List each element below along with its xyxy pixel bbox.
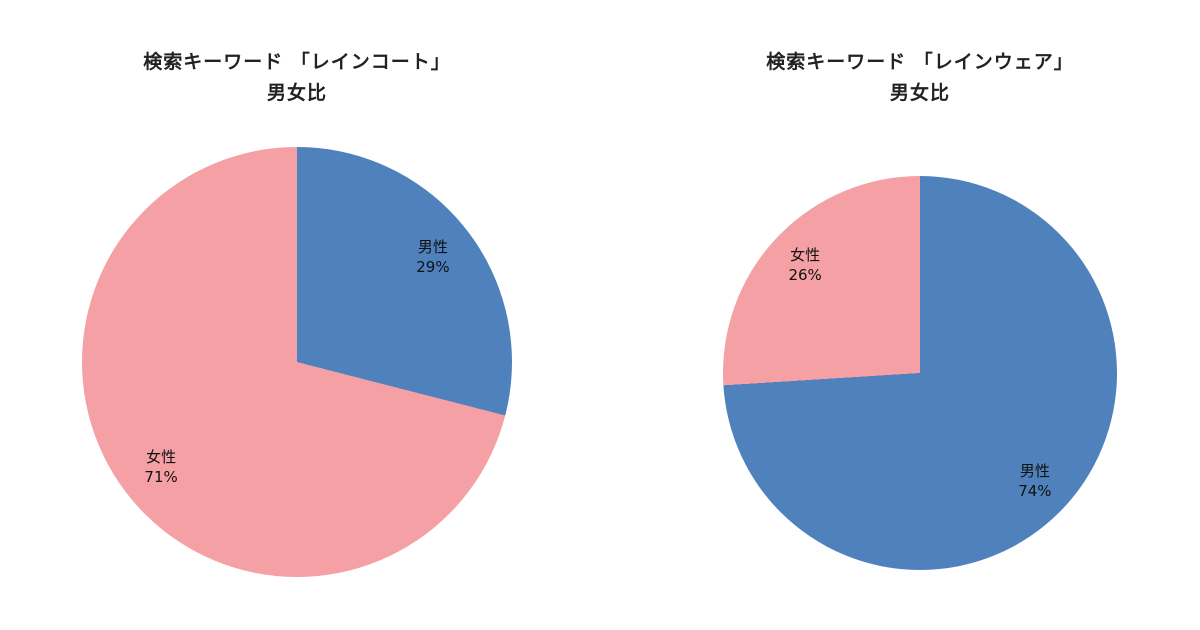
slice-label-male: 男性 74% (1018, 461, 1051, 501)
slice-name-female: 女性 (790, 246, 821, 265)
pie-rainwear: 男性 74% 女性 26% (723, 176, 1117, 570)
chart-title-raincoat: 検索キーワード 「レインコート」 男女比 (57, 47, 537, 109)
chart-title-line2: 男女比 (266, 82, 327, 104)
slice-value-female: 71% (144, 468, 178, 487)
slice-name-male: 男性 (1019, 461, 1050, 480)
chart-title-line1: 検索キーワード 「レインコート」 (143, 51, 451, 73)
slice-name-female: 女性 (146, 448, 177, 467)
slice-label-female: 女性 26% (788, 245, 821, 285)
slice-name-male: 男性 (417, 237, 448, 256)
slice-label-male: 男性 29% (416, 237, 449, 277)
chart-title-rainwear: 検索キーワード 「レインウェア」 男女比 (680, 47, 1160, 109)
pie-raincoat: 男性 29% 女性 71% (82, 147, 512, 577)
slice-label-female: 女性 71% (144, 447, 177, 487)
slice-value-male: 74% (1018, 481, 1052, 500)
chart-title-line2: 男女比 (889, 82, 950, 104)
chart-title-line1: 検索キーワード 「レインウェア」 (766, 51, 1074, 73)
slice-value-male: 29% (416, 257, 450, 276)
slice-value-female: 26% (788, 266, 822, 285)
